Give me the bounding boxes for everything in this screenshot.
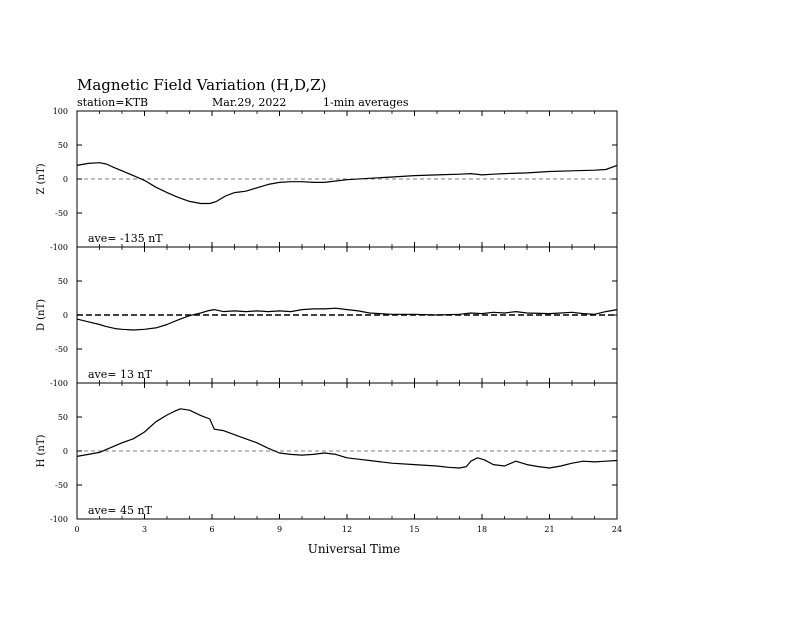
average-label-z: ave= -135 nT [88, 232, 163, 245]
panels-group: 100 50 0 -50 -100 Z (nT) ave= -135 nT 50 0 -50 -10… [36, 107, 622, 534]
x-tick-label-1: 3 [142, 525, 147, 534]
x-tick-label-7: 21 [544, 525, 554, 534]
x-tick-label-5: 15 [409, 525, 419, 534]
series-line-d [76, 307, 618, 331]
x-tick-label-4: 12 [342, 525, 352, 534]
y-tick-label-z-3: -50 [55, 209, 68, 218]
y-axis-label-h: H (nT) [36, 434, 47, 467]
y-tick-label-z-0: 100 [53, 107, 68, 116]
x-tick-label-0: 0 [74, 525, 79, 534]
y-axis-label-d: D (nT) [36, 299, 47, 331]
station-label: station=KTB [77, 96, 148, 109]
y-tick-label-h-4: -100 [50, 515, 68, 524]
y-tick-label-h-1: 50 [58, 413, 68, 422]
average-label-h: ave= 45 nT [88, 504, 153, 517]
y-tick-label-d-4: -100 [50, 379, 68, 388]
average-label-d: ave= 13 nT [88, 368, 153, 381]
x-tick-label-6: 18 [477, 525, 487, 534]
date-label: Mar.29, 2022 [212, 96, 286, 109]
x-tick-label-3: 9 [277, 525, 282, 534]
y-tick-label-z-4: -100 [50, 243, 68, 252]
averaging-label: 1-min averages [323, 96, 409, 109]
y-tick-label-d-1: 50 [58, 277, 68, 286]
y-axis-label-z: Z (nT) [36, 163, 47, 194]
series-line-z [76, 162, 618, 205]
y-tick-label-d-3: -50 [55, 345, 68, 354]
y-tick-label-h-2: 0 [63, 447, 68, 456]
y-tick-label-z-1: 50 [58, 141, 68, 150]
y-tick-label-z-2: 0 [63, 175, 68, 184]
y-tick-label-d-2: 0 [63, 311, 68, 320]
x-axis-label: Universal Time [308, 542, 401, 556]
y-tick-label-h-3: -50 [55, 481, 68, 490]
series-line-h [76, 408, 618, 469]
chart-title: Magnetic Field Variation (H,D,Z) [77, 76, 327, 94]
x-tick-label-8: 24 [612, 525, 622, 534]
x-tick-label-2: 6 [209, 525, 214, 534]
